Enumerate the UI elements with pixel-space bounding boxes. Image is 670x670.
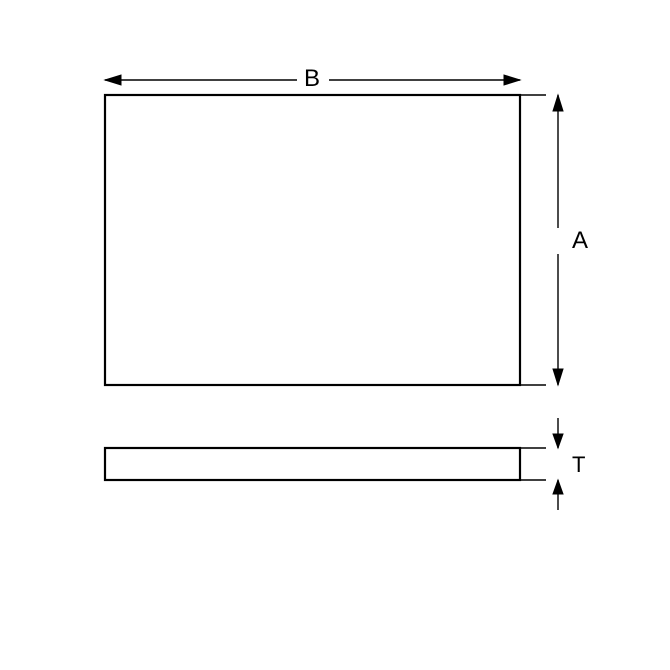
dimension-b-label: B xyxy=(304,65,320,92)
dimension-t: T xyxy=(520,418,585,510)
dimension-a: A xyxy=(520,95,588,385)
dimension-diagram: B A T xyxy=(0,0,670,670)
dimension-b: B xyxy=(105,65,520,92)
dimension-t-label: T xyxy=(572,452,585,477)
dimension-a-label: A xyxy=(572,227,588,254)
side-view-rect xyxy=(105,448,520,480)
front-view-rect xyxy=(105,95,520,385)
